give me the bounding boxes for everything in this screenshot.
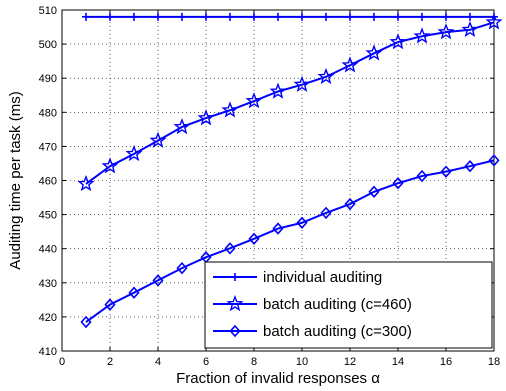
data-point [125, 144, 143, 162]
data-point [224, 242, 236, 255]
data-point [173, 118, 191, 135]
series-1 [82, 12, 498, 21]
data-point [269, 82, 287, 99]
data-point [317, 67, 335, 85]
data-point [344, 197, 356, 211]
data-point [250, 12, 258, 21]
data-point [128, 286, 140, 299]
data-point [149, 131, 167, 148]
x-tick-label: 8 [251, 356, 257, 368]
data-point [440, 165, 452, 178]
data-point [437, 23, 455, 40]
data-point [466, 12, 474, 21]
data-point [413, 27, 431, 44]
y-tick-label: 450 [39, 210, 57, 222]
data-point [274, 12, 282, 21]
data-point [392, 177, 404, 190]
y-tick-label: 430 [39, 278, 57, 290]
data-point [296, 216, 308, 229]
data-point [442, 12, 450, 21]
y-tick-label: 500 [39, 39, 57, 51]
x-axis-label: Fraction of invalid responses α [176, 370, 380, 387]
data-point [370, 12, 378, 21]
legend-label: individual auditing [263, 269, 382, 286]
x-tick-label: 18 [488, 356, 500, 368]
data-point [341, 56, 359, 73]
legend: individual auditing batch auditing (c=460… [204, 261, 493, 349]
data-point [485, 13, 503, 30]
data-point [101, 157, 119, 174]
data-point [245, 92, 263, 109]
legend-marker [226, 295, 244, 312]
legend-item: batch auditing (c=460) [213, 295, 412, 313]
series-3 [80, 154, 500, 329]
x-tick-label: 0 [59, 356, 65, 368]
data-point [461, 20, 479, 38]
y-tick-label: 420 [39, 312, 57, 324]
data-point [322, 12, 330, 21]
data-point [104, 298, 116, 311]
data-point [389, 33, 407, 50]
data-point [80, 315, 92, 329]
data-point [464, 159, 476, 173]
data-point [152, 274, 164, 287]
legend-label: batch auditing (c=460) [263, 296, 412, 313]
data-point [416, 169, 428, 183]
x-tick-label: 16 [440, 356, 452, 368]
series-layer [77, 12, 503, 329]
data-point [202, 12, 210, 21]
data-point [221, 101, 239, 118]
data-point [298, 12, 306, 21]
data-point [82, 12, 90, 21]
x-tick-label: 12 [344, 356, 356, 368]
x-tick-label: 10 [296, 356, 308, 368]
data-point [368, 185, 380, 198]
data-point [488, 154, 500, 167]
data-point [293, 75, 311, 92]
legend-marker [229, 324, 241, 338]
data-point [320, 206, 332, 220]
data-point [178, 12, 186, 21]
y-tick-label: 470 [39, 141, 57, 153]
data-point [106, 12, 114, 21]
series-2 [77, 13, 503, 192]
data-point [365, 44, 383, 61]
y-tick-label: 460 [39, 176, 57, 188]
ticks: 0 2 4 6 8 10 12 14 16 18 410 420 430 440 450 460 470 480 4… [39, 5, 500, 368]
data-point [248, 232, 260, 246]
data-point [130, 12, 138, 21]
legend-item: batch auditing (c=300) [213, 323, 412, 340]
legend-item: individual auditing [213, 269, 382, 286]
x-tick-label: 4 [155, 356, 161, 368]
y-tick-label: 410 [39, 346, 57, 358]
y-axis-label: Auditing time per task (ms) [7, 91, 24, 269]
x-tick-label: 6 [203, 356, 209, 368]
x-tick-label: 2 [107, 356, 113, 368]
data-point [394, 12, 402, 21]
data-point [226, 12, 234, 21]
legend-label: batch auditing (c=300) [263, 323, 412, 340]
data-point [418, 12, 426, 21]
data-point [346, 12, 354, 21]
y-tick-label: 440 [39, 244, 57, 256]
x-tick-label: 14 [392, 356, 404, 368]
legend-marker [231, 273, 239, 281]
y-tick-label: 510 [39, 5, 57, 17]
data-point [154, 12, 162, 21]
data-point [272, 222, 284, 235]
data-point [176, 261, 188, 275]
data-point [77, 174, 95, 192]
y-tick-label: 490 [39, 73, 57, 85]
data-point [197, 109, 215, 126]
y-tick-label: 480 [39, 107, 57, 119]
